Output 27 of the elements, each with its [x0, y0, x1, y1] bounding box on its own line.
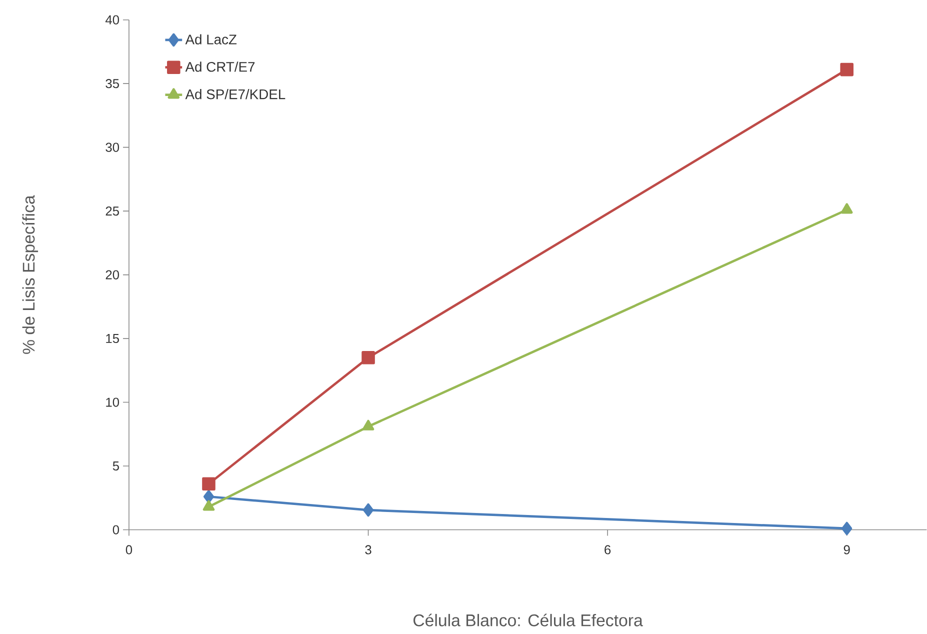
- y-tick-label: 20: [106, 270, 120, 280]
- legend-label: Ad LacZ: [185, 34, 237, 44]
- y-tick-label: 40: [105, 15, 120, 24]
- legend-label: Ad CRT/E7: [185, 62, 255, 72]
- x-tick-label: 9: [844, 545, 850, 554]
- y-tick-label: 25: [106, 206, 119, 216]
- x-tick-label: 6: [604, 545, 611, 554]
- y-axis-title: % de Lisis Específica: [22, 195, 38, 354]
- point: [202, 477, 216, 491]
- point: [840, 62, 854, 76]
- y-tick-label: 10: [106, 398, 120, 407]
- y-tick-label: 15: [106, 334, 119, 344]
- point: [362, 420, 374, 430]
- x-tick-label: 3: [365, 545, 372, 554]
- point: [842, 522, 852, 536]
- y-tick-label: 30: [106, 142, 120, 152]
- x-tick-label: 0: [126, 545, 132, 554]
- y-tick-label: 5: [112, 462, 119, 471]
- point: [362, 351, 375, 364]
- x-axis-title: Célula Blanco: Célula Efectora: [413, 614, 643, 626]
- y-tick-label: 35: [106, 79, 119, 88]
- legend-label: Ad SP/E7/KDEL: [185, 89, 286, 100]
- point: [840, 203, 853, 214]
- point: [362, 503, 374, 517]
- point: [202, 500, 215, 511]
- y-tick-label: 0: [112, 525, 120, 534]
- point: [203, 490, 214, 504]
